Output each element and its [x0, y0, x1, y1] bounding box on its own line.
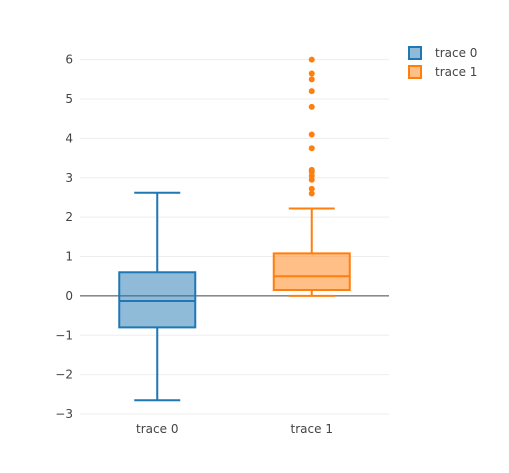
y-tick-label: 6	[65, 53, 73, 67]
y-tick-label: 0	[65, 289, 73, 303]
x-tick-label: trace 0	[136, 422, 178, 436]
outlier-point	[308, 103, 315, 110]
legend-item[interactable]: trace 1	[408, 65, 477, 79]
outlier-point	[308, 145, 315, 152]
iqr-box	[118, 271, 197, 329]
y-tick-label: 5	[65, 92, 73, 106]
y-tick-label: 1	[65, 250, 73, 264]
outlier-point	[308, 56, 315, 63]
outlier-point	[308, 185, 315, 192]
outlier-point	[308, 76, 315, 83]
y-axis-tick-labels: −3 −2 −1 0 1 2 3 4 5 6	[55, 53, 73, 421]
legend-label: trace 1	[435, 65, 477, 79]
legend-item[interactable]: trace 0	[408, 46, 477, 60]
y-tick-label: 4	[65, 131, 73, 145]
outlier-point	[308, 88, 315, 95]
y-tick-label: 2	[65, 210, 73, 224]
x-axis-tick-labels: trace 0 trace 1	[136, 422, 333, 436]
outlier-point	[308, 131, 315, 138]
legend[interactable]: trace 0 trace 1	[408, 46, 477, 79]
legend-label: trace 0	[435, 46, 477, 60]
grid-layer	[80, 59, 389, 415]
y-tick-label: −3	[55, 407, 73, 421]
legend-swatch	[408, 46, 422, 60]
outlier-point	[308, 190, 315, 197]
box-layer	[118, 56, 351, 402]
outlier-point	[308, 166, 315, 173]
box-trace	[272, 56, 351, 297]
iqr-box	[272, 252, 351, 291]
legend-swatch	[408, 65, 422, 79]
outlier-point	[308, 70, 315, 77]
box-trace	[118, 191, 197, 402]
x-tick-label: trace 1	[291, 422, 333, 436]
y-tick-label: −1	[55, 328, 73, 342]
y-tick-label: 3	[65, 171, 73, 185]
y-tick-label: −2	[55, 368, 73, 382]
